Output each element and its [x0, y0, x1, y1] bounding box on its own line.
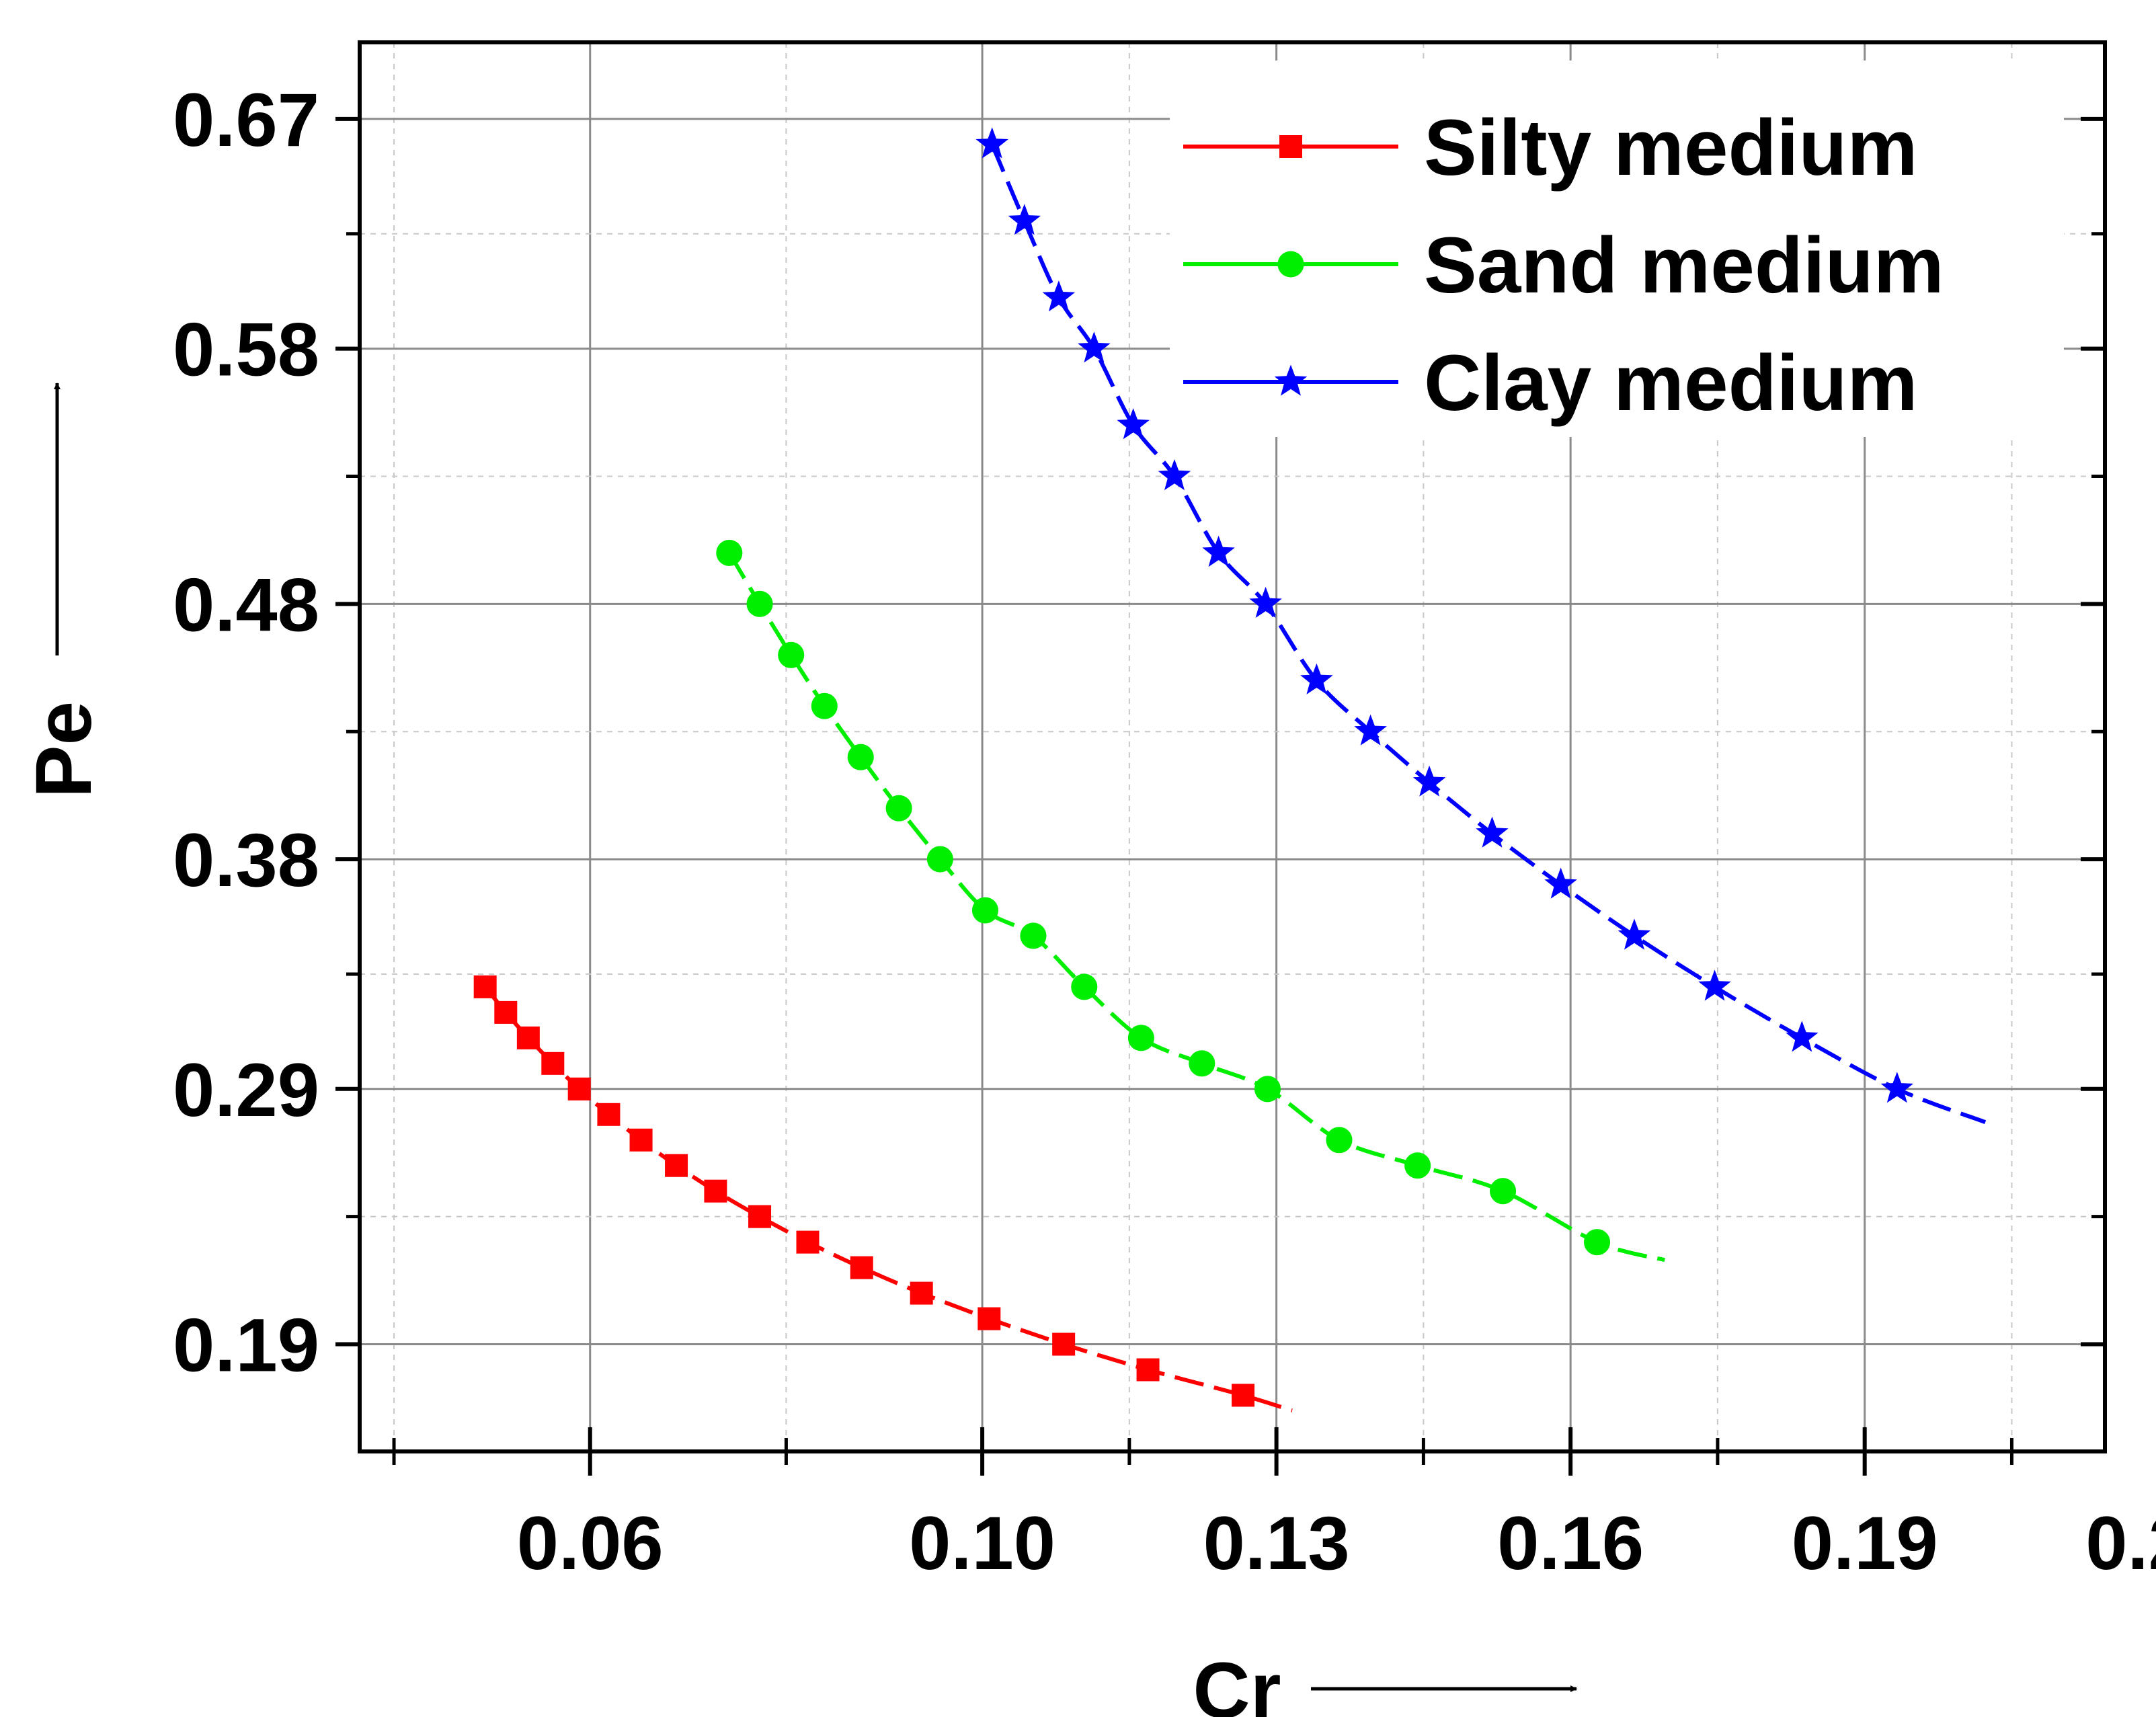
legend-box	[1170, 61, 2064, 437]
y-tick-labels: 0.19 0.29 0.38 0.48 0.58 0.67	[173, 78, 319, 1388]
data-point	[1042, 280, 1076, 312]
data-point	[1489, 1178, 1517, 1205]
data-point	[1020, 922, 1047, 949]
data-point	[971, 897, 999, 924]
data-point	[516, 1026, 540, 1049]
data-point	[885, 795, 912, 822]
x-tick-labels: 0.06 0.10 0.13 0.16 0.19 0.22	[517, 1501, 2156, 1585]
data-point	[1078, 331, 1111, 363]
y-tick-label: 0.19	[173, 1304, 319, 1388]
data-point	[1008, 204, 1041, 235]
tick-marks	[335, 116, 2105, 1476]
data-point	[1404, 1152, 1431, 1179]
data-point	[796, 1230, 820, 1254]
data-point	[1354, 714, 1387, 746]
y-tick-label: 0.48	[173, 563, 319, 647]
data-point	[597, 1103, 621, 1126]
y-tick-label: 0.67	[173, 78, 319, 162]
y-axis-title: Pe	[19, 701, 108, 798]
plot-frame	[358, 40, 2107, 1453]
y-tick-label: 0.38	[173, 818, 319, 902]
legend-label: Silty medium	[1424, 104, 1917, 192]
x-tick-label: 0.06	[517, 1501, 664, 1585]
y-tick-label: 0.29	[173, 1048, 319, 1132]
legend-label: Clay medium	[1424, 339, 1917, 428]
legend-marker	[1279, 135, 1302, 158]
data-point	[567, 1077, 591, 1101]
data-point	[1412, 765, 1446, 797]
legend-marker	[1277, 251, 1304, 278]
data-point	[1326, 1127, 1353, 1154]
y-axis-title-group: Pe	[19, 383, 108, 798]
legend-entry: Sand medium	[1183, 221, 1944, 310]
x-axis-title-group: Cr	[1193, 1646, 1577, 1717]
data-point	[1254, 1076, 1281, 1103]
data-point	[1136, 1358, 1160, 1382]
legend-label: Sand medium	[1424, 221, 1944, 310]
data-point	[1127, 1025, 1154, 1051]
data-point	[704, 1179, 727, 1203]
data-point	[1117, 408, 1150, 440]
x-tick-label: 0.13	[1203, 1501, 1350, 1585]
data-point	[1300, 663, 1333, 694]
data-point	[665, 1154, 688, 1177]
data-point	[811, 692, 838, 719]
legend-marker	[1274, 364, 1308, 396]
data-point	[1071, 973, 1098, 1000]
x-tick-label: 0.10	[909, 1501, 1055, 1585]
data-point	[1052, 1332, 1076, 1356]
data-point	[1158, 459, 1191, 491]
data-point	[473, 975, 497, 998]
data-point	[541, 1051, 565, 1075]
data-point	[977, 1307, 1001, 1330]
data-point	[1476, 816, 1509, 848]
x-tick-label: 0.16	[1497, 1501, 1644, 1585]
data-point	[1698, 969, 1731, 1001]
data-point	[1583, 1229, 1611, 1256]
data-point	[847, 744, 874, 770]
data-point	[926, 846, 953, 873]
data-point	[746, 590, 773, 617]
legend: Silty medium Sand medium Clay medium	[1170, 61, 2064, 437]
data-point	[1249, 586, 1282, 618]
series-line	[483, 986, 1293, 1413]
data-point	[975, 127, 1008, 159]
series-line	[727, 551, 1665, 1263]
data-point	[1786, 1021, 1819, 1052]
data-point	[778, 641, 805, 668]
data-point	[1232, 1384, 1255, 1407]
series-0	[473, 975, 1293, 1413]
data-point	[629, 1128, 653, 1152]
data-point	[1618, 918, 1651, 950]
data-point	[494, 1000, 518, 1024]
data-point	[716, 539, 743, 566]
data-point	[850, 1256, 873, 1279]
data-point	[748, 1205, 772, 1228]
legend-entry: Silty medium	[1183, 104, 1917, 192]
data-point	[1544, 867, 1577, 899]
x-tick-label: 0.22	[2085, 1501, 2156, 1585]
series-1	[716, 539, 1665, 1263]
x-axis-title: Cr	[1193, 1646, 1281, 1717]
series	[473, 127, 1987, 1413]
data-point	[1880, 1072, 1914, 1103]
data-point	[1189, 1050, 1215, 1077]
data-point	[1202, 535, 1235, 567]
x-tick-label: 0.19	[1792, 1501, 1938, 1585]
data-point	[910, 1281, 933, 1305]
y-tick-label: 0.58	[173, 308, 319, 392]
series-2	[975, 127, 1987, 1125]
legend-entry: Clay medium	[1183, 339, 1917, 428]
